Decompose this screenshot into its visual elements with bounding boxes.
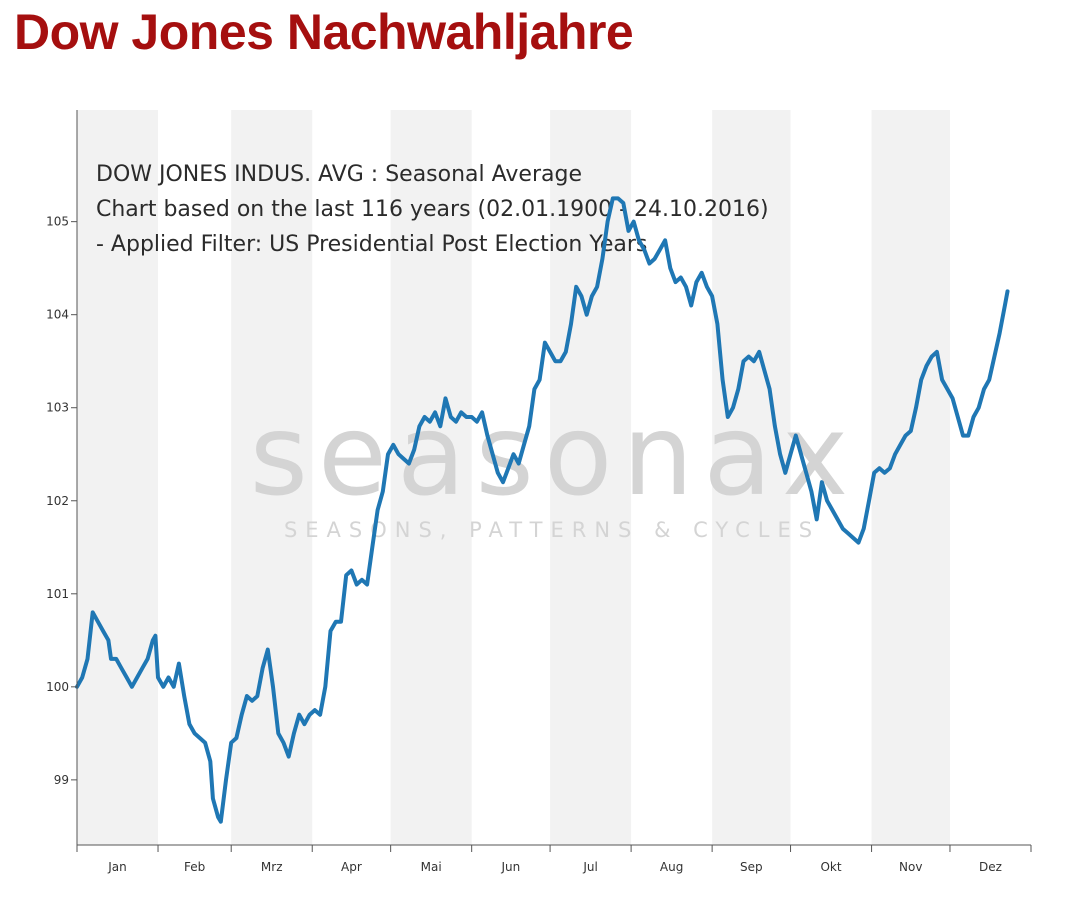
y-axis-ticks: 99 100 101 102 103 104 105 bbox=[46, 215, 77, 787]
watermark-logo: seasonax SEASONS, PATTERNS & CYCLES bbox=[250, 391, 859, 542]
annotation-line: DOW JONES INDUS. AVG : Seasonal Average bbox=[96, 162, 582, 187]
x-tick-label: Jan bbox=[107, 860, 127, 874]
x-tick-label: Apr bbox=[341, 860, 362, 874]
y-tick-label: 104 bbox=[46, 308, 69, 322]
chart-annotation: DOW JONES INDUS. AVG : Seasonal Average C… bbox=[96, 162, 769, 257]
annotation-line: - Applied Filter: US Presidential Post E… bbox=[96, 232, 647, 257]
x-tick-label: Mai bbox=[421, 860, 442, 874]
month-bands bbox=[77, 110, 950, 845]
month-band bbox=[871, 110, 950, 845]
x-tick-label: Jun bbox=[500, 860, 520, 874]
x-tick-label: Feb bbox=[184, 860, 205, 874]
x-tick-label: Nov bbox=[899, 860, 922, 874]
x-tick-label: Dez bbox=[979, 860, 1002, 874]
x-tick-label: Sep bbox=[740, 860, 763, 874]
watermark-tagline: SEASONS, PATTERNS & CYCLES bbox=[284, 518, 820, 542]
month-band bbox=[712, 110, 791, 845]
page-title: Dow Jones Nachwahljahre bbox=[14, 4, 634, 60]
x-tick-label: Jul bbox=[582, 860, 597, 874]
series-line bbox=[75, 196, 1010, 824]
annotation-line: Chart based on the last 116 years (02.01… bbox=[96, 197, 769, 222]
month-band bbox=[550, 110, 632, 845]
x-tick-label: Okt bbox=[820, 860, 841, 874]
month-band bbox=[390, 110, 472, 845]
x-tick-label: Aug bbox=[660, 860, 683, 874]
y-tick-label: 99 bbox=[54, 773, 69, 787]
y-tick-label: 101 bbox=[46, 587, 69, 601]
y-tick-label: 103 bbox=[46, 401, 69, 415]
y-tick-label: 105 bbox=[46, 215, 69, 229]
month-band bbox=[77, 110, 159, 845]
x-axis-ticks: Jan Feb Mrz Apr Mai Jun Jul Aug Sep Okt Nov Dez bbox=[76, 845, 1032, 874]
y-tick-label: 100 bbox=[46, 680, 69, 694]
x-tick-label: Mrz bbox=[261, 860, 283, 874]
y-tick-label: 102 bbox=[46, 494, 69, 508]
watermark-logo-text: seasonax bbox=[250, 391, 859, 521]
